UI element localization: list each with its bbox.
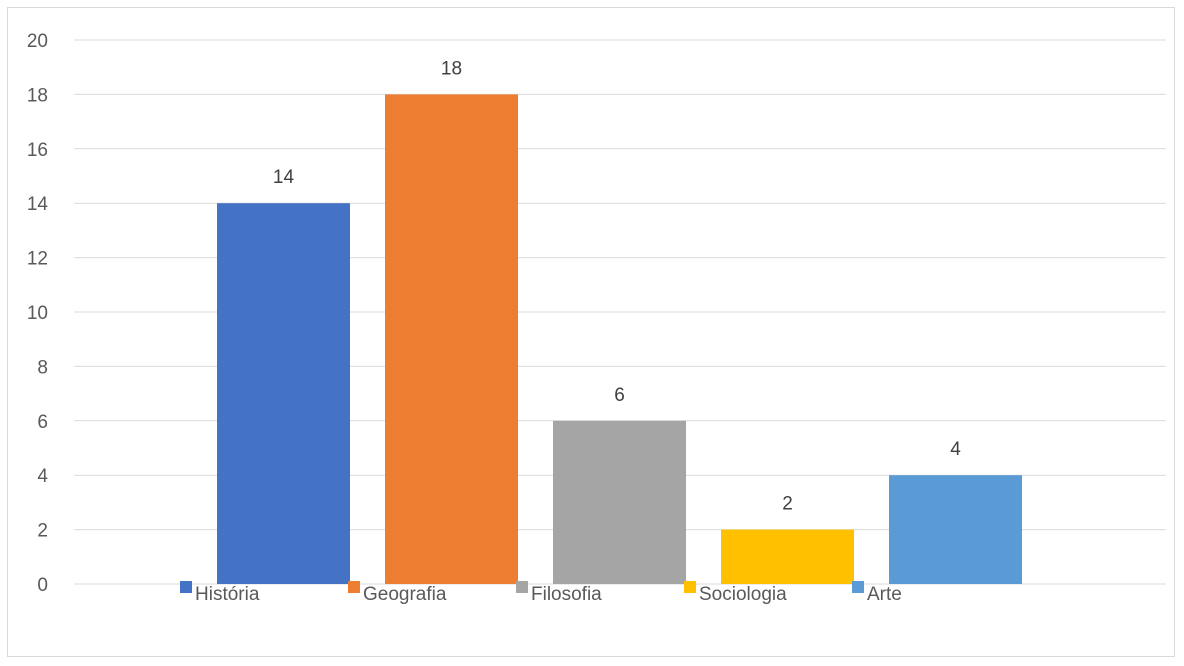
legend-label-geografia: Geografia bbox=[363, 584, 447, 605]
bar-filosofia bbox=[553, 420, 686, 584]
y-tick-label: 14 bbox=[27, 194, 49, 215]
y-tick-label: 20 bbox=[27, 31, 48, 52]
legend-label-sociologia: Sociologia bbox=[699, 584, 787, 605]
y-tick-label: 0 bbox=[37, 575, 48, 596]
legend: História Geografia Filosofia Sociologia Arte bbox=[180, 581, 902, 605]
legend-swatch-filosofia bbox=[516, 581, 528, 593]
bar-geografia bbox=[385, 94, 518, 585]
data-label-história: 14 bbox=[273, 167, 295, 188]
bar-arte bbox=[889, 475, 1022, 584]
y-axis-tick-labels: 0 2 4 6 8 10 12 14 16 18 20 bbox=[27, 31, 49, 596]
legend-swatch-arte bbox=[852, 581, 864, 593]
y-tick-label: 18 bbox=[27, 85, 48, 106]
data-labels: 14 18 6 2 4 bbox=[273, 58, 961, 514]
legend-swatch-sociologia bbox=[684, 581, 696, 593]
legend-label-arte: Arte bbox=[867, 584, 902, 605]
legend-label-filosofia: Filosofia bbox=[531, 584, 602, 605]
y-tick-label: 8 bbox=[37, 357, 48, 378]
y-tick-label: 2 bbox=[37, 521, 48, 542]
y-tick-label: 10 bbox=[27, 303, 48, 324]
bar-história bbox=[217, 203, 350, 584]
data-label-sociologia: 2 bbox=[782, 494, 793, 515]
legend-swatch-história bbox=[180, 581, 192, 593]
data-label-geografia: 18 bbox=[441, 58, 462, 79]
legend-label-história: História bbox=[195, 584, 260, 605]
data-label-arte: 4 bbox=[950, 439, 961, 460]
y-tick-label: 4 bbox=[37, 466, 48, 487]
legend-swatch-geografia bbox=[348, 581, 360, 593]
bar-sociologia bbox=[721, 529, 854, 584]
data-label-filosofia: 6 bbox=[614, 385, 625, 406]
y-tick-label: 6 bbox=[37, 412, 48, 433]
bars bbox=[217, 94, 1022, 585]
y-tick-label: 12 bbox=[27, 249, 48, 270]
y-tick-label: 16 bbox=[27, 140, 48, 161]
